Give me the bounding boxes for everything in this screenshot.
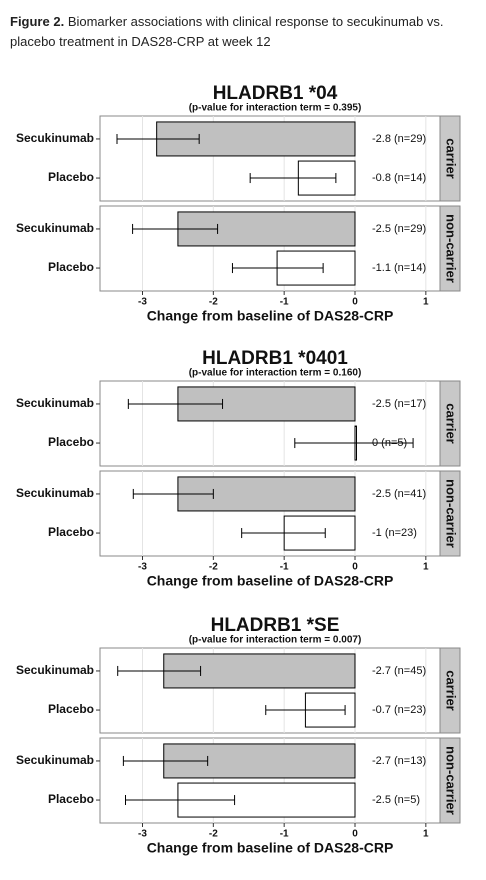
facet-label: carrier — [444, 403, 459, 443]
error-bar — [122, 755, 209, 766]
facet-label: non-carrier — [444, 479, 459, 548]
x-tick-label: -3 — [138, 829, 147, 840]
error-bar — [116, 133, 200, 144]
facet-strip — [439, 647, 461, 734]
caption: Biomarker associations with clinical res… — [10, 14, 444, 49]
x-tick-label: -1 — [280, 562, 289, 573]
value-label: -0.7 (n=23) — [372, 704, 426, 716]
error-bar — [127, 398, 224, 409]
value-label: -2.8 (n=29) — [372, 133, 426, 145]
error-bar — [132, 223, 219, 234]
category-label: Secukinumab — [16, 663, 94, 677]
chart-title: HLADRB1 *SE — [211, 615, 340, 636]
facet-label: non-carrier — [444, 746, 459, 815]
category-label: Placebo — [48, 170, 94, 184]
x-tick-label: -3 — [138, 562, 147, 573]
category-label: Placebo — [48, 525, 94, 539]
x-tick-label: -3 — [138, 297, 147, 308]
value-label: -2.5 (n=5) — [372, 794, 420, 806]
x-tick-label: 1 — [423, 562, 429, 573]
value-label: -1 (n=23) — [372, 527, 417, 539]
category-label: Placebo — [48, 702, 94, 716]
chart-title: HLADRB1 *0401 — [202, 348, 348, 369]
error-bar — [241, 528, 326, 539]
error-bar — [265, 705, 346, 716]
facet-strip — [439, 380, 461, 467]
facet-strip — [439, 737, 461, 824]
value-label: -2.5 (n=41) — [372, 488, 426, 500]
error-bar — [125, 795, 236, 806]
error-bar — [117, 665, 202, 676]
category-label: Placebo — [48, 792, 94, 806]
value-label: -2.7 (n=13) — [372, 755, 426, 767]
chart-subtitle: (p-value for interaction term = 0.395) — [189, 103, 362, 114]
value-label: -2.5 (n=29) — [372, 223, 426, 235]
category-label: Placebo — [48, 435, 94, 449]
x-axis-label: Change from baseline of DAS28-CRP — [147, 308, 394, 324]
value-label: -2.7 (n=45) — [372, 665, 426, 677]
value-label: -0.8 (n=14) — [372, 172, 426, 184]
value-label: -1.1 (n=14) — [372, 262, 426, 274]
caption-block: Figure 2. Biomarker associations with cl… — [10, 12, 476, 52]
category-label: Secukinumab — [16, 753, 94, 767]
value-label: -2.5 (n=17) — [372, 398, 426, 410]
category-label: Secukinumab — [16, 486, 94, 500]
facet-strip — [439, 470, 461, 557]
chart-subtitle: (p-value for interaction term = 0.007) — [189, 635, 362, 646]
category-label: Placebo — [48, 260, 94, 274]
category-label: Secukinumab — [16, 396, 94, 410]
x-tick-label: -2 — [209, 297, 218, 308]
x-axis-label: Change from baseline of DAS28-CRP — [147, 840, 394, 856]
x-tick-label: 0 — [352, 829, 358, 840]
figure-label: Figure 2. — [10, 14, 65, 29]
x-tick-label: 1 — [423, 829, 429, 840]
error-bar — [294, 438, 414, 449]
x-tick-label: -1 — [280, 829, 289, 840]
category-label: Secukinumab — [16, 131, 94, 145]
value-label: 0 (n=5) — [372, 437, 407, 449]
error-bar — [249, 173, 337, 184]
x-tick-label: 0 — [352, 297, 358, 308]
facet-label: non-carrier — [444, 214, 459, 283]
chart-subtitle: (p-value for interaction term = 0.160) — [189, 368, 362, 379]
x-tick-label: 1 — [423, 297, 429, 308]
category-label: Secukinumab — [16, 221, 94, 235]
error-bar — [231, 263, 324, 274]
x-tick-label: -1 — [280, 297, 289, 308]
x-axis-label: Change from baseline of DAS28-CRP — [147, 573, 394, 589]
x-tick-label: -2 — [209, 829, 218, 840]
x-tick-label: -2 — [209, 562, 218, 573]
facet-label: carrier — [444, 670, 459, 710]
x-tick-label: 0 — [352, 562, 358, 573]
error-bar — [132, 488, 214, 499]
facet-strip — [439, 115, 461, 202]
chart-title: HLADRB1 *04 — [213, 83, 338, 104]
facet-label: carrier — [444, 138, 459, 178]
facet-strip — [439, 205, 461, 292]
